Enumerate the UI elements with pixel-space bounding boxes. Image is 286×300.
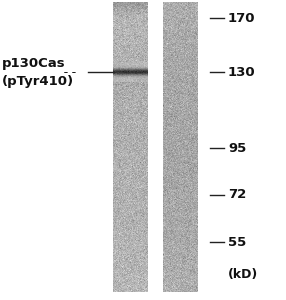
Text: 95: 95 [228,142,246,154]
Text: p130Cas: p130Cas [2,58,65,70]
Text: 170: 170 [228,11,255,25]
Text: (pTyr410): (pTyr410) [2,76,74,88]
Text: 55: 55 [228,236,246,248]
Text: (kD): (kD) [228,268,258,281]
Text: --: -- [62,65,86,79]
Text: 72: 72 [228,188,246,202]
Text: 130: 130 [228,65,256,79]
